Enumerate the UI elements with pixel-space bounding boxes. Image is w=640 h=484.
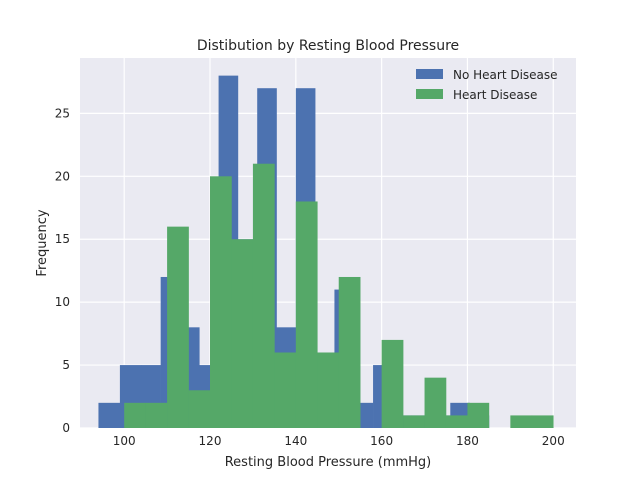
heart-disease-bar: [145, 402, 168, 428]
no-heart-disease-bar: [98, 402, 121, 428]
x-axis-label: Resting Blood Pressure (mmHg): [225, 455, 432, 470]
heart-disease-bar: [424, 377, 447, 428]
heart-disease-bar: [467, 402, 490, 428]
y-tick-label: 10: [55, 295, 70, 309]
heart-disease-bar: [403, 415, 425, 428]
y-tick-label: 5: [62, 358, 70, 372]
heart-disease-bar: [188, 390, 211, 428]
heart-disease-bar: [510, 415, 533, 428]
x-tick-label: 140: [284, 434, 307, 448]
chart-title: Distibution by Resting Blood Pressure: [197, 38, 459, 54]
legend-swatch-heart-disease: [416, 89, 443, 99]
y-tick-label: 25: [55, 106, 70, 120]
heart-disease-bar: [445, 415, 468, 428]
legend-label-heart-disease: Heart Disease: [453, 88, 537, 102]
heart-disease-bar: [252, 163, 275, 428]
heart-disease-bar: [295, 201, 318, 428]
y-tick-label: 15: [55, 232, 70, 246]
heart-disease-bar: [167, 226, 189, 428]
x-tick-label: 180: [456, 434, 479, 448]
bars: [98, 75, 554, 429]
heart-disease-bar: [231, 239, 254, 428]
heart-disease-bar: [317, 352, 340, 428]
legend-label-no-heart-disease: No Heart Disease: [453, 68, 558, 82]
heart-disease-bar: [381, 339, 404, 428]
y-tick-label: 0: [62, 421, 70, 435]
heart-disease-bar: [531, 415, 554, 428]
x-tick-label: 200: [542, 434, 565, 448]
y-axis-label: Frequency: [35, 209, 50, 276]
x-tick-label: 120: [199, 434, 222, 448]
series-heart-disease: [124, 163, 554, 428]
legend-swatch-no-heart-disease: [416, 69, 443, 79]
heart-disease-bar: [124, 402, 146, 428]
y-tick-label: 20: [55, 169, 70, 183]
legend: No Heart Disease Heart Disease: [416, 68, 558, 102]
tick-labels: 100 120 140 160 180 200 0 5 10 15 20 25: [55, 106, 565, 448]
heart-disease-bar: [338, 276, 361, 428]
heart-disease-bar: [274, 352, 297, 428]
x-tick-label: 100: [113, 434, 136, 448]
x-tick-label: 160: [370, 434, 393, 448]
heart-disease-bar: [210, 176, 232, 428]
